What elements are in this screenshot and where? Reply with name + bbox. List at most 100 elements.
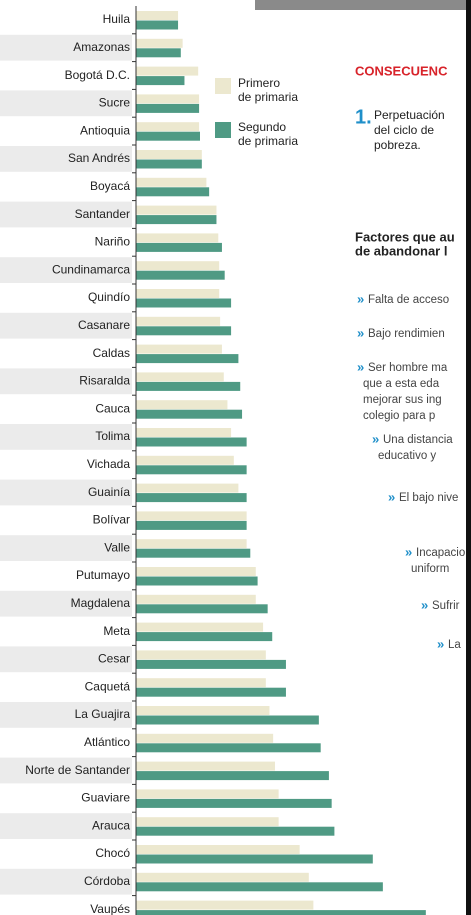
factor-text: Falta de acceso <box>368 294 449 306</box>
bar <box>136 372 224 382</box>
bar <box>136 576 258 586</box>
bar <box>136 622 264 632</box>
bar <box>136 706 270 715</box>
row-stripe <box>0 312 132 339</box>
bullet-icon: » <box>437 636 444 651</box>
row-stripe <box>0 757 132 784</box>
y-tick-label: Arauca <box>92 818 130 832</box>
bar <box>136 872 309 882</box>
factor-text: mejorar sus ing <box>363 394 442 406</box>
consequence-text: pobreza. <box>374 138 421 152</box>
bar <box>136 38 183 48</box>
y-tick-label: Chocó <box>95 846 130 860</box>
y-tick-label: Atlántico <box>84 735 130 749</box>
bar <box>136 242 222 252</box>
y-tick-label: Cauca <box>95 401 130 415</box>
legend-label: de primaria <box>238 134 298 148</box>
y-tick-label: Vaupés <box>90 902 130 915</box>
y-tick-label: Casanare <box>78 318 130 332</box>
factor-text: La <box>448 639 461 651</box>
bar <box>136 567 256 576</box>
y-tick-label: Huila <box>103 12 131 26</box>
y-tick-label: Boyacá <box>90 179 130 193</box>
bullet-icon: » <box>372 431 379 446</box>
legend-label: de primaria <box>238 90 298 104</box>
bar <box>136 910 426 915</box>
y-tick-label: La Guajira <box>75 707 131 721</box>
row-stripe <box>0 424 132 450</box>
row-stripe <box>0 146 132 172</box>
bar <box>136 177 207 187</box>
bar <box>136 789 279 799</box>
y-tick-label: Norte de Santander <box>25 763 130 777</box>
bar <box>136 761 275 771</box>
bullet-icon: » <box>357 325 364 340</box>
factors-title: de abandonar l <box>355 243 447 258</box>
y-tick-label: Antioquia <box>80 123 130 137</box>
factor-text: que a esta eda <box>363 378 440 390</box>
y-tick-label: Risaralda <box>79 374 130 388</box>
bar <box>136 344 222 354</box>
y-tick-label: Quindío <box>88 290 130 304</box>
row-stripe <box>0 590 132 617</box>
bar <box>136 103 200 113</box>
bar <box>136 205 217 215</box>
bar <box>136 298 232 308</box>
panel-heading: CONSECUENC <box>355 63 448 78</box>
factor-text: educativo y <box>378 450 436 462</box>
factor-text: Una distancia <box>383 434 453 446</box>
factor-text: Bajo rendimien <box>368 328 445 340</box>
bar <box>136 215 217 225</box>
legend-swatch <box>215 122 231 138</box>
bar <box>136 326 232 336</box>
row-stripe <box>0 479 132 506</box>
bar <box>136 233 219 243</box>
bullet-icon: » <box>388 489 395 504</box>
y-tick-label: Bolívar <box>93 513 130 527</box>
bar <box>136 715 319 725</box>
row-stripe <box>0 257 132 283</box>
bar <box>136 483 239 493</box>
row-stripe <box>0 368 132 395</box>
y-tick-label: Valle <box>104 540 130 554</box>
bar <box>136 539 247 549</box>
bar <box>136 604 268 614</box>
bar <box>136 94 200 104</box>
y-tick-label: Caquetá <box>85 679 131 693</box>
bar <box>136 687 286 697</box>
top-bar <box>255 0 471 10</box>
y-tick-label: Guaviare <box>81 791 130 805</box>
bar <box>136 771 329 781</box>
row-stripe <box>0 535 132 561</box>
y-tick-label: Tolima <box>95 429 130 443</box>
right-edge <box>466 0 471 915</box>
bar <box>136 845 300 854</box>
row-stripe <box>0 702 132 728</box>
bar <box>136 733 274 743</box>
row-stripe <box>0 90 132 117</box>
bullet-icon: » <box>357 359 364 374</box>
y-tick-label: Córdoba <box>84 874 130 888</box>
legend-label: Primero <box>238 76 280 90</box>
y-tick-label: Amazonas <box>73 40 130 54</box>
factor-text: El bajo nive <box>399 492 458 504</box>
bar <box>136 632 273 642</box>
bar <box>136 826 335 836</box>
bar <box>136 400 228 410</box>
bar <box>136 882 383 892</box>
bar <box>136 76 185 86</box>
bar <box>136 817 279 827</box>
bullet-icon: » <box>405 544 412 559</box>
y-tick-label: Putumayo <box>76 568 130 582</box>
bar <box>136 159 202 169</box>
bar <box>136 511 247 521</box>
row-stripe <box>0 813 132 839</box>
consequence-text: Perpetuación <box>374 108 445 122</box>
row-stripe <box>0 868 132 895</box>
legend-swatch <box>215 78 231 94</box>
bar <box>136 650 266 660</box>
bar <box>136 798 332 808</box>
bar <box>136 131 200 141</box>
bar <box>136 900 314 910</box>
